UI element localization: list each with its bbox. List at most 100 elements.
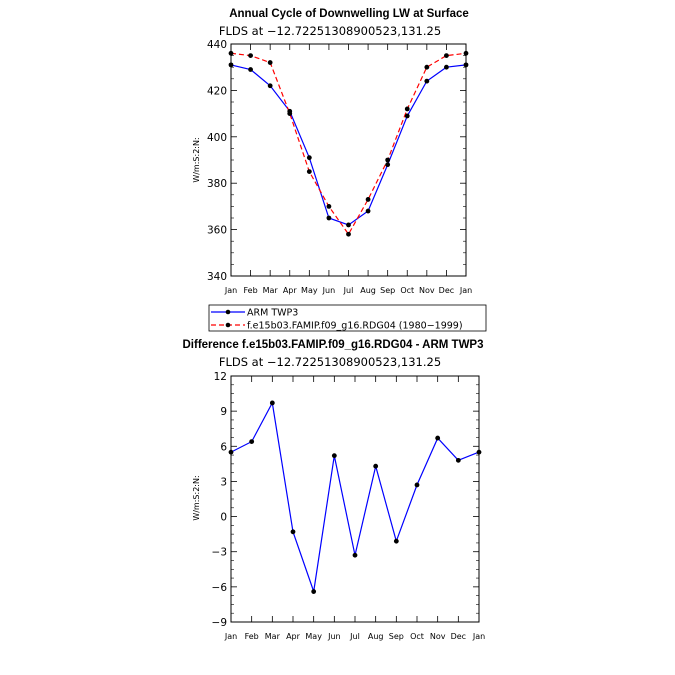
- y-tick-label: 360: [207, 225, 227, 237]
- x-tick-label: Mar: [263, 286, 279, 295]
- data-point-0: [414, 482, 420, 488]
- y-tick-label: 0: [220, 512, 227, 524]
- y-tick-label: −6: [212, 582, 228, 594]
- data-point-0: [269, 400, 275, 406]
- data-point-0: [373, 463, 379, 469]
- x-tick-label: Feb: [243, 286, 257, 295]
- data-point-0: [435, 435, 441, 441]
- y-tick-label: 12: [214, 371, 227, 383]
- x-tick-label: Nov: [419, 286, 435, 295]
- data-point-1: [326, 204, 332, 209]
- x-tick-label: Feb: [245, 632, 259, 641]
- y-tick-label: 380: [207, 178, 227, 190]
- x-tick-label: Dec: [439, 286, 454, 295]
- data-point-1: [404, 106, 410, 112]
- y-tick-label: −9: [212, 617, 227, 629]
- plot-area: 340 360 380 400 420 440 Jan Feb Mar Apr May Jun Jul A…: [207, 39, 472, 295]
- series-line-0: [230, 64, 467, 226]
- legend: ARM TWP3 f.e15b03.FAMIP.f09_g16.RDG04 (1…: [208, 304, 487, 332]
- data-point-1: [346, 231, 351, 237]
- data-point-0: [228, 62, 234, 68]
- plot-frame: [230, 375, 480, 623]
- data-point-0: [352, 552, 358, 558]
- data-point-0: [248, 67, 253, 72]
- data-point-1: [267, 60, 273, 65]
- data-point-1: [424, 64, 430, 70]
- data-point-0: [385, 162, 391, 168]
- legend-marker-model: [225, 322, 231, 328]
- annual-cycle-chart: Annual Cycle of Downwelling LW at Surfac…: [192, 8, 472, 295]
- x-tick-label: Sep: [380, 286, 395, 295]
- legend-marker-arm: [225, 309, 231, 315]
- x-tick-label: Apr: [283, 286, 298, 295]
- x-tick-label: Jan: [459, 286, 472, 295]
- difference-chart: Difference f.e15b03.FAMIP.f09_g16.RDG04 …: [182, 339, 485, 641]
- x-tick-label: Sep: [389, 632, 404, 641]
- x-tick-label: Aug: [360, 286, 376, 295]
- x-tick-label: Jan: [472, 632, 485, 641]
- chart-title: Difference f.e15b03.FAMIP.f09_g16.RDG04 …: [182, 339, 483, 351]
- x-tick-label: Jun: [327, 632, 341, 641]
- y-tick-label: −3: [212, 547, 227, 559]
- x-tick-label: Jun: [322, 286, 336, 295]
- y-tick-label: 9: [220, 406, 227, 418]
- y-tick-label: 400: [207, 132, 227, 144]
- data-point-0: [267, 83, 273, 89]
- data-point-1: [248, 53, 253, 58]
- data-point-0: [326, 215, 332, 221]
- y-tick-label: 420: [207, 85, 227, 97]
- data-point-0: [404, 113, 410, 119]
- x-tick-label: Oct: [410, 632, 424, 641]
- y-tick-label: 440: [207, 39, 227, 51]
- data-point-1: [463, 50, 469, 56]
- data-point-0: [346, 222, 351, 228]
- series-group: [228, 50, 469, 237]
- x-tick-label: Nov: [430, 632, 446, 641]
- y-tick-label: 340: [207, 271, 227, 283]
- x-tick-label: May: [301, 286, 318, 295]
- legend-label-arm: ARM TWP3: [247, 308, 298, 319]
- data-point-0: [306, 155, 312, 161]
- data-point-0: [290, 529, 296, 535]
- chart-subtitle: FLDS at −12.72251308900523,131.25: [219, 355, 441, 369]
- x-tick-label: Apr: [286, 632, 301, 641]
- data-point-0: [311, 589, 317, 594]
- data-point-1: [228, 50, 234, 56]
- x-tick-label: Mar: [265, 632, 281, 641]
- legend-box: [208, 304, 487, 332]
- chart-title: Annual Cycle of Downwelling LW at Surfac…: [229, 8, 469, 20]
- x-tick-label: Jul: [343, 286, 354, 295]
- data-point-0: [393, 538, 399, 544]
- data-point-1: [287, 111, 293, 116]
- data-point-0: [249, 439, 255, 444]
- x-tick-label: Dec: [451, 632, 466, 641]
- series-line-1: [230, 52, 467, 236]
- x-tick-label: Jan: [224, 632, 237, 641]
- data-point-0: [365, 208, 371, 214]
- data-point-1: [306, 169, 312, 175]
- chart-subtitle: FLDS at −12.72251308900523,131.25: [219, 24, 441, 38]
- data-point-0: [424, 78, 430, 84]
- data-point-0: [444, 64, 449, 70]
- y-tick-label: 6: [220, 441, 227, 453]
- x-tick-label: May: [305, 632, 322, 641]
- data-point-0: [476, 449, 482, 455]
- plot-area: −9 −6 −3 0 3 6 9 12 Jan Feb Mar Apr May Jun Jul Aug Sep O…: [212, 371, 486, 641]
- data-point-1: [365, 197, 371, 202]
- data-point-0: [331, 453, 337, 459]
- x-tick-label: Aug: [368, 632, 384, 641]
- x-tick-label: Jul: [349, 632, 360, 641]
- data-point-0: [455, 457, 461, 463]
- series-line-0: [230, 401, 480, 592]
- x-tick-label: Oct: [400, 286, 414, 295]
- x-tick-label: Jan: [224, 286, 237, 295]
- y-tick-label: 3: [220, 476, 227, 488]
- series-group: [228, 400, 482, 594]
- data-point-0: [228, 449, 234, 455]
- legend-label-model: f.e15b03.FAMIP.f09_g16.RDG04 (1980−1999): [247, 321, 463, 332]
- y-axis-label: W/m:S:2:N:: [192, 137, 201, 182]
- data-point-1: [385, 157, 391, 163]
- data-point-0: [463, 62, 469, 68]
- y-axis-label: W/m:S:2:N:: [192, 475, 201, 520]
